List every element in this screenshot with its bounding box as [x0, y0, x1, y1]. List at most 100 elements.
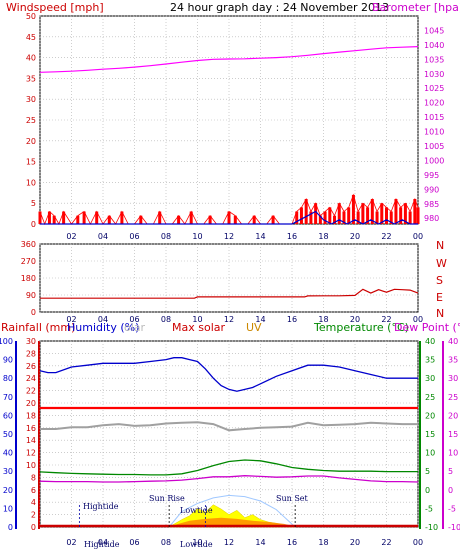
x-tick-p3-20: 20 — [350, 538, 360, 547]
wind-gust-bar — [189, 211, 193, 224]
wind-gust-bar — [370, 199, 374, 224]
chart-labels: 0510152025303540455098098599099510001005… — [0, 12, 460, 547]
humidity-tick-50: 50 — [3, 430, 13, 439]
sunrise-label: Sun Rise — [149, 494, 185, 503]
windspeed-axis-title: Windspeed [mph] — [6, 1, 104, 14]
chart-marks — [38, 46, 420, 528]
barometer-axis-title: Barometer [hpa] — [372, 1, 460, 14]
wind-gust-bar — [380, 203, 384, 224]
x-tick-p2-16: 16 — [287, 315, 297, 324]
x-tick-p2-22: 22 — [381, 315, 391, 324]
x-tick-p3-14: 14 — [255, 538, 265, 547]
x-tick-p1-02: 02 — [66, 232, 76, 241]
humidity-tick-0: 0 — [8, 523, 13, 532]
wind-gust-bar — [62, 211, 66, 224]
x-tick-p3-08: 08 — [161, 538, 171, 547]
barometer-tick-1035: 1035 — [424, 55, 444, 64]
direction-label-e: E — [436, 291, 443, 304]
rainfall-tick-26: 26 — [26, 362, 36, 371]
wind-gust-bar — [95, 211, 99, 224]
wind-gust-bar — [366, 207, 370, 224]
rainfall-tick-20: 20 — [26, 399, 36, 408]
wind-gust-bar — [120, 211, 124, 224]
solar-header: olar — [124, 321, 146, 334]
temperature-tick-30: 30 — [425, 374, 435, 383]
rainfall-tick-22: 22 — [26, 387, 36, 396]
x-tick-p3-12: 12 — [224, 538, 234, 547]
x-tick-p1-12: 12 — [224, 232, 234, 241]
wind-gust-bar — [356, 211, 360, 224]
rainfall-tick-24: 24 — [26, 374, 36, 383]
barometer-tick-1000: 1000 — [424, 156, 444, 165]
humidity-line — [39, 357, 418, 392]
wind-gust-bar — [351, 194, 355, 224]
humidity-tick-20: 20 — [3, 486, 13, 495]
humidity-tick-80: 80 — [3, 374, 13, 383]
windspeed-tick-0: 0 — [31, 220, 36, 229]
dew-point-tick-40: 40 — [448, 337, 458, 346]
x-tick-p2-06: 06 — [129, 315, 139, 324]
wind-direction-line — [40, 288, 419, 299]
wind-gust-bar — [271, 215, 275, 224]
wind-gust-bar — [385, 207, 388, 224]
windspeed-tick-20: 20 — [26, 137, 36, 146]
x-tick-p3-22: 22 — [381, 538, 391, 547]
temperature-tick-40: 40 — [425, 337, 435, 346]
wind-gust-bar — [52, 215, 56, 224]
direction-tick-270: 270 — [21, 257, 36, 266]
solar-line — [40, 421, 418, 432]
wind-gust-bar — [82, 211, 86, 224]
x-tick-p2-02: 02 — [66, 315, 76, 324]
x-tick-p2-12: 12 — [224, 315, 234, 324]
barometer-tick-980: 980 — [424, 214, 439, 223]
x-tick-p1-14: 14 — [255, 232, 265, 241]
barometer-tick-1005: 1005 — [424, 142, 444, 151]
dew-point-tick-10: 10 — [448, 449, 458, 458]
uv-header: UV — [246, 321, 262, 334]
wind-gust-bar — [177, 215, 181, 224]
x-tick-p1-22: 22 — [381, 232, 391, 241]
dew-point-tick-30: 30 — [448, 374, 458, 383]
wind-gust-bar — [139, 215, 143, 224]
direction-tick-90: 90 — [26, 291, 36, 300]
temperature-tick-25: 25 — [425, 393, 435, 402]
humidity-tick-10: 10 — [3, 504, 13, 513]
rainfall-tick-6: 6 — [31, 486, 36, 495]
wind-gust-bar — [309, 211, 313, 224]
wind-gust-bar — [304, 199, 308, 224]
wind-average-line — [40, 210, 418, 225]
direction-label-n-top: N — [436, 239, 444, 252]
direction-label-w: W — [436, 257, 447, 270]
direction-tick-180: 180 — [21, 274, 36, 283]
windspeed-tick-35: 35 — [26, 74, 36, 83]
wind-gust-bar — [403, 203, 407, 224]
x-tick-p1-20: 20 — [350, 232, 360, 241]
dew-point-tick-5: 5 — [448, 467, 453, 476]
rainfall-tick-18: 18 — [26, 411, 36, 420]
humidity-header: Humidity (%) — [67, 321, 139, 334]
wind-gust-bar — [323, 211, 327, 224]
humidity-tick-100: 100 — [0, 337, 13, 346]
dew-point-tick--5: -5 — [448, 504, 456, 513]
rainfall-header: Rainfall (mm) — [1, 321, 75, 334]
rainfall-tick-12: 12 — [26, 449, 36, 458]
rainfall-tick-8: 8 — [31, 473, 36, 482]
wind-gust-bar — [399, 207, 403, 224]
temperature-tick--10: -10 — [425, 523, 438, 532]
x-tick-p3-10: 10 — [192, 538, 202, 547]
x-tick-p1-00: 00 — [413, 232, 423, 241]
x-tick-p2-14: 14 — [255, 315, 265, 324]
barometer-tick-1030: 1030 — [424, 70, 444, 79]
barometer-tick-1045: 1045 — [424, 26, 444, 35]
dew-point-header: Dew Point (°C) — [394, 321, 460, 334]
dew-point-tick-20: 20 — [448, 411, 458, 420]
temperature-line — [39, 459, 418, 476]
wind-gust-bar — [299, 207, 303, 224]
barometer-tick-1010: 1010 — [424, 128, 444, 137]
temperature-header: Temperature (°C) — [313, 321, 409, 334]
wind-gust-bar — [227, 211, 231, 224]
humidity-tick-30: 30 — [3, 467, 13, 476]
temperature-tick-0: 0 — [425, 486, 430, 495]
temperature-tick-10: 10 — [425, 449, 435, 458]
wind-gust-bar — [389, 211, 393, 224]
